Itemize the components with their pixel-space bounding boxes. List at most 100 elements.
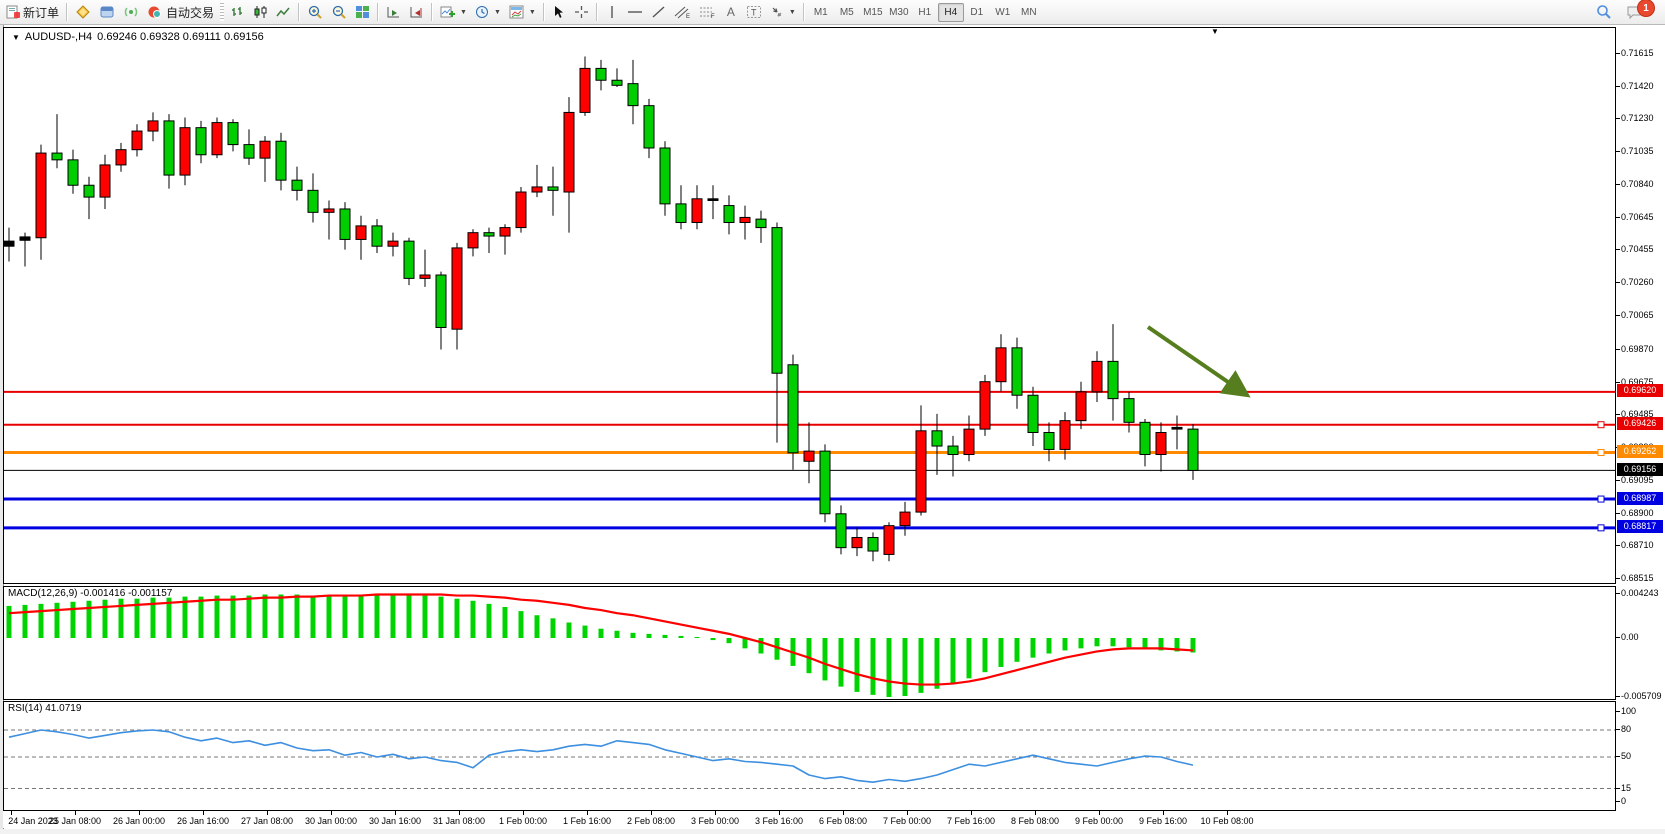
timeframe-button-w1[interactable]: W1: [990, 3, 1016, 22]
macd-chart[interactable]: [4, 587, 1615, 699]
data-window-button[interactable]: [95, 2, 119, 23]
price-line-badge: 0.69262: [1617, 444, 1663, 458]
collapse-icon[interactable]: ▼: [12, 32, 20, 42]
gold-icon: [76, 5, 90, 19]
line-handle[interactable]: [1597, 448, 1605, 456]
auto-trading-button[interactable]: 自动交易: [143, 2, 218, 23]
zoom-out-button[interactable]: [327, 2, 351, 23]
time-axis-label: 3 Feb 16:00: [754, 816, 804, 826]
line-handle[interactable]: [1597, 524, 1605, 532]
candle-body: [67, 159, 79, 186]
candle-body: [387, 240, 399, 247]
time-axis-label: 8 Feb 08:00: [1010, 816, 1060, 826]
window-icon: [100, 6, 114, 18]
price-chart-panel[interactable]: ▼ AUDUSD-,H4 0.69246 0.69328 0.69111 0.6…: [3, 27, 1616, 584]
candle-body: [611, 79, 623, 86]
candle-body: [595, 67, 607, 81]
candle-body: [1059, 420, 1071, 450]
axis-tick: [1616, 801, 1620, 802]
chart-dropdown-caret[interactable]: ▼: [1211, 27, 1219, 36]
horizontal-line-icon: [627, 11, 642, 13]
timeframe-button-m15[interactable]: M15: [860, 3, 886, 22]
periods-button[interactable]: ▼: [471, 2, 505, 23]
text-tool-button[interactable]: A: [720, 2, 742, 23]
notifications-button[interactable]: 1: [1622, 0, 1659, 23]
time-tick: [331, 811, 332, 815]
macd-panel[interactable]: MACD(12,26,9) -0.001416 -0.001157: [3, 586, 1616, 700]
candle-body: [227, 122, 239, 146]
templates-button[interactable]: ▼: [505, 2, 540, 23]
cursor-button[interactable]: [548, 2, 570, 23]
candle-body: [675, 203, 687, 224]
rsi-axis-label: 100: [1621, 706, 1637, 716]
arrows-tool-button[interactable]: ▼: [766, 2, 800, 23]
axis-tick: [1616, 512, 1620, 514]
auto-trading-icon: [148, 6, 162, 18]
line-handle[interactable]: [1597, 421, 1605, 429]
rsi-panel[interactable]: RSI(14) 41.0719: [3, 701, 1616, 811]
chart-shift-button[interactable]: [405, 2, 428, 23]
market-watch-button[interactable]: [71, 2, 95, 23]
timeframe-button-m30[interactable]: M30: [886, 3, 912, 22]
price-axis-label: 0.70260: [1621, 277, 1654, 288]
text-label-button[interactable]: T: [742, 2, 766, 23]
candle-body: [547, 186, 559, 191]
timeframe-button-m5[interactable]: M5: [834, 3, 860, 22]
auto-scroll-button[interactable]: [382, 2, 405, 23]
price-axis-label: 0.68515: [1621, 572, 1654, 583]
new-chart-button[interactable]: ▼: [436, 2, 471, 23]
time-axis[interactable]: 24 Jan 2023 25 Jan 08:00 26 Jan 00:00 26 Ja…: [3, 811, 1616, 828]
time-tick: [395, 811, 396, 815]
new-order-button[interactable]: 新订单: [2, 2, 63, 23]
timeframe-button-h1[interactable]: H1: [912, 3, 938, 22]
search-button[interactable]: [1592, 2, 1616, 23]
macd-axis-label: 0.004243: [1621, 588, 1659, 599]
rsi-chart[interactable]: [4, 702, 1615, 810]
rsi-axis-label: 15: [1621, 782, 1632, 793]
time-axis-label: 30 Jan 16:00: [368, 816, 422, 826]
tile-windows-button[interactable]: [351, 2, 374, 23]
bar-chart-button[interactable]: [226, 2, 249, 23]
candle-body: [291, 179, 303, 191]
candle-body: [467, 232, 479, 249]
axis-tick: [1616, 151, 1620, 153]
candle-body: [899, 511, 911, 527]
timeframe-button-m1[interactable]: M1: [808, 3, 834, 22]
signals-button[interactable]: [119, 2, 143, 23]
time-axis-label: 26 Jan 16:00: [176, 816, 230, 826]
trend-arrow-annotation[interactable]: [1146, 325, 1251, 398]
rsi-axis-label: 0: [1621, 796, 1627, 806]
price-line-badge: 0.69156: [1617, 462, 1663, 476]
candle-body: [371, 225, 383, 247]
candle-body: [563, 111, 575, 193]
bar-chart-icon: [232, 7, 243, 16]
candle-body: [339, 208, 351, 240]
macd-axis-label: -0.005709: [1621, 691, 1662, 702]
candlestick-button[interactable]: [249, 2, 272, 23]
time-tick: [715, 811, 716, 815]
chevron-down-icon: ▼: [460, 8, 467, 16]
trendline-button[interactable]: [647, 2, 670, 23]
time-tick: [1227, 811, 1228, 815]
line-handle[interactable]: [1597, 495, 1605, 503]
separator: [542, 3, 545, 21]
timeframe-button-d1[interactable]: D1: [964, 3, 990, 22]
fibonacci-button[interactable]: F: [695, 2, 720, 23]
horizontal-line-button[interactable]: [623, 2, 647, 23]
candle-body: [691, 198, 703, 224]
candle-body: [755, 218, 767, 229]
axis-tick: [1616, 577, 1620, 579]
auto-scroll-icon: [387, 7, 400, 18]
equidistant-channel-button[interactable]: E: [670, 2, 695, 23]
candle-body: [771, 227, 783, 374]
line-chart-button[interactable]: [272, 2, 295, 23]
zoom-in-button[interactable]: [303, 2, 327, 23]
candlestick-chart[interactable]: [4, 28, 1615, 583]
timeframe-button-mn[interactable]: MN: [1016, 3, 1042, 22]
price-axis-label: 0.70840: [1621, 179, 1654, 190]
crosshair-button[interactable]: [570, 2, 593, 23]
time-axis-label: 3 Feb 00:00: [690, 816, 740, 826]
timeframe-button-h4[interactable]: H4: [937, 2, 964, 22]
candle-body: [195, 127, 207, 156]
vertical-line-button[interactable]: [601, 2, 623, 23]
